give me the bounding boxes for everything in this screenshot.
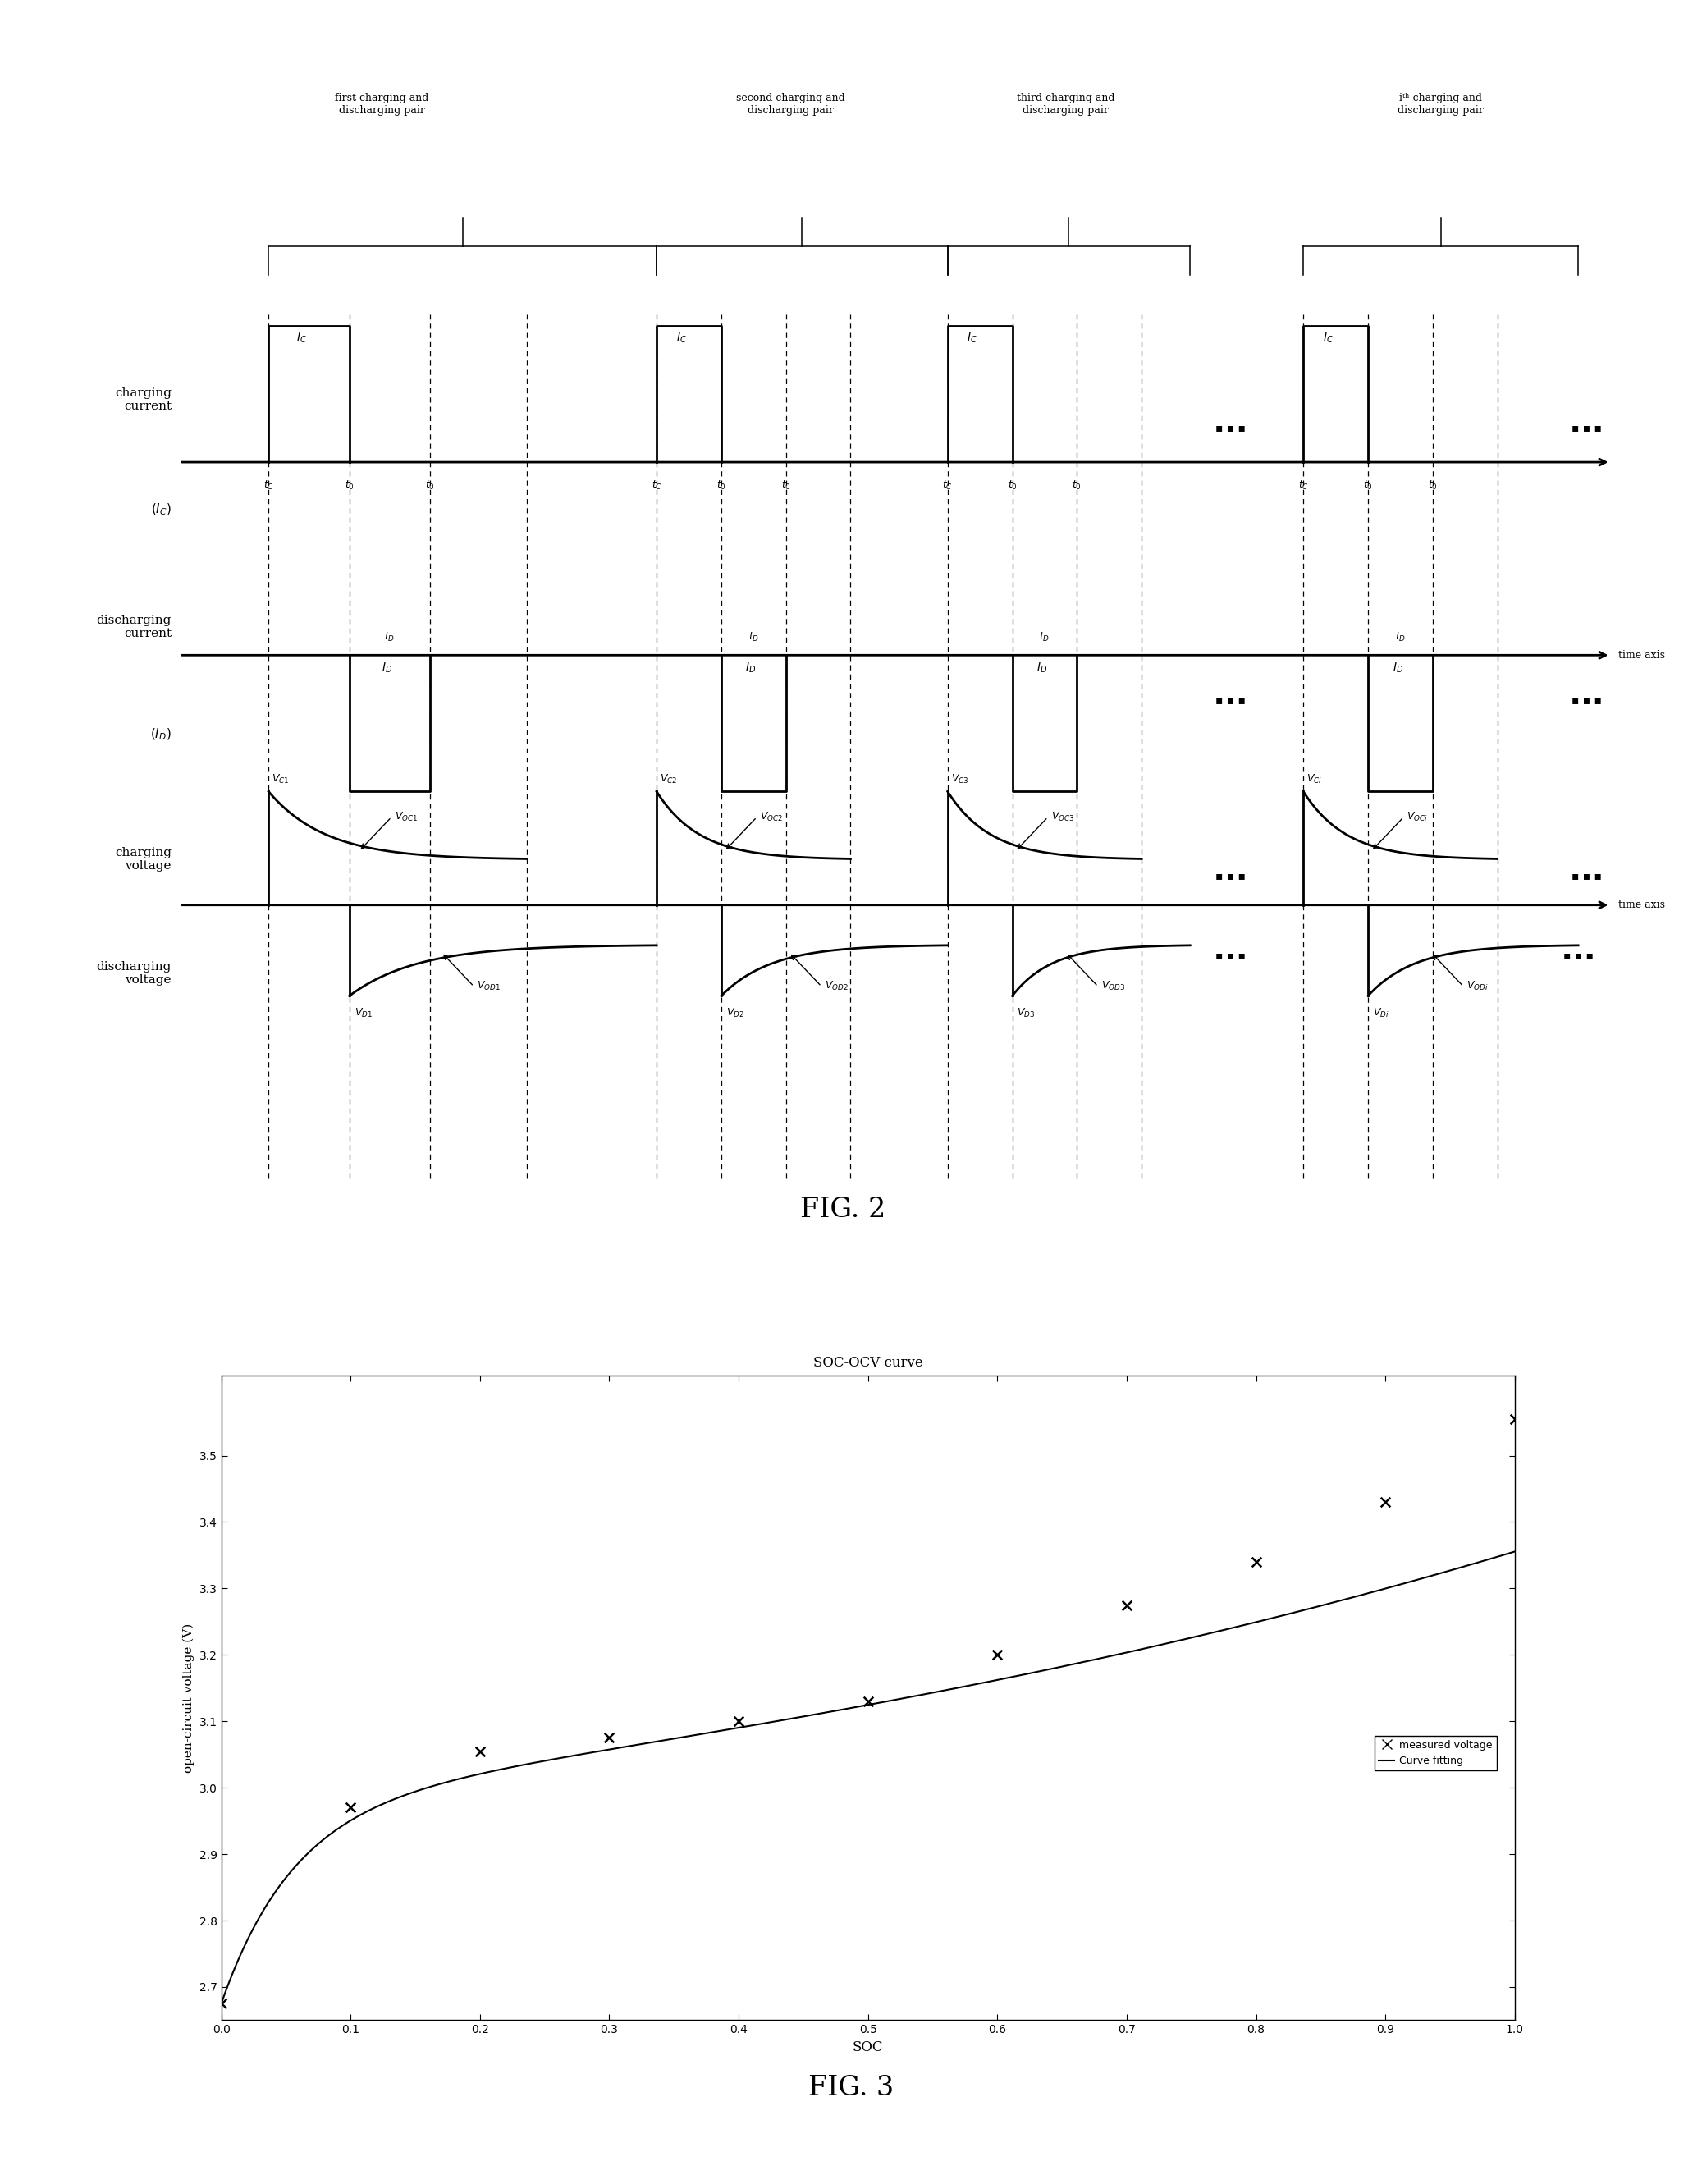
Text: ▪ ▪ ▪: ▪ ▪ ▪ [1571, 871, 1602, 882]
Legend: measured voltage, Curve fitting: measured voltage, Curve fitting [1375, 1736, 1496, 1771]
Text: first charging and
discharging pair: first charging and discharging pair [335, 92, 429, 116]
Point [1372, 1485, 1399, 1520]
Text: ▪ ▪ ▪: ▪ ▪ ▪ [1571, 422, 1602, 435]
Text: $V_{OCi}$: $V_{OCi}$ [1408, 810, 1428, 823]
Title: SOC-OCV curve: SOC-OCV curve [814, 1356, 922, 1369]
Text: charging
current: charging current [114, 387, 172, 413]
Text: $V_{C2}$: $V_{C2}$ [660, 773, 677, 786]
Text: $t_C$: $t_C$ [943, 478, 953, 491]
Text: $I_C$: $I_C$ [1322, 332, 1333, 345]
Text: $I_D$: $I_D$ [1037, 662, 1047, 675]
Text: $V_{ODi}$: $V_{ODi}$ [1467, 981, 1489, 994]
Text: ▪ ▪ ▪: ▪ ▪ ▪ [1215, 695, 1246, 705]
Text: discharging
current: discharging current [97, 614, 172, 640]
Text: FIG. 3: FIG. 3 [808, 2075, 894, 2101]
Text: $I_D$: $I_D$ [381, 662, 393, 675]
Text: $t_0$: $t_0$ [1428, 478, 1438, 491]
Text: $V_{OD3}$: $V_{OD3}$ [1101, 981, 1125, 994]
Y-axis label: open-circuit voltage (V): open-circuit voltage (V) [182, 1623, 194, 1773]
Text: third charging and
discharging pair: third charging and discharging pair [1016, 92, 1115, 116]
Text: $I_C$: $I_C$ [296, 332, 306, 345]
Text: ▪ ▪ ▪: ▪ ▪ ▪ [1571, 695, 1602, 705]
Point [1501, 1402, 1528, 1437]
Text: ▪ ▪ ▪: ▪ ▪ ▪ [1215, 871, 1246, 882]
Text: $V_{D3}$: $V_{D3}$ [1018, 1007, 1035, 1020]
Text: second charging and
discharging pair: second charging and discharging pair [737, 92, 846, 116]
Text: $t_0$: $t_0$ [717, 478, 727, 491]
Text: ▪ ▪ ▪: ▪ ▪ ▪ [1562, 950, 1593, 961]
Text: $I_D$: $I_D$ [1392, 662, 1402, 675]
X-axis label: SOC: SOC [853, 2040, 883, 2055]
Text: $t_C$: $t_C$ [264, 478, 274, 491]
Text: $t_C$: $t_C$ [1299, 478, 1309, 491]
Text: $V_{OD2}$: $V_{OD2}$ [825, 981, 848, 994]
Point [1242, 1544, 1270, 1579]
Text: $V_{D1}$: $V_{D1}$ [354, 1007, 373, 1020]
Text: $I_C$: $I_C$ [967, 332, 977, 345]
Text: $t_0$: $t_0$ [1072, 478, 1082, 491]
Text: $V_{Ci}$: $V_{Ci}$ [1307, 773, 1322, 786]
Text: $I_C$: $I_C$ [676, 332, 686, 345]
Text: $I_D$: $I_D$ [745, 662, 756, 675]
Text: time axis: time axis [1619, 651, 1665, 660]
Text: $t_C$: $t_C$ [652, 478, 662, 491]
Point [208, 1985, 235, 2020]
Text: $V_{OD1}$: $V_{OD1}$ [477, 981, 500, 994]
Point [596, 1721, 623, 1756]
Text: $t_0$: $t_0$ [426, 478, 436, 491]
Text: ▪ ▪ ▪: ▪ ▪ ▪ [1215, 950, 1246, 961]
Text: $V_{C3}$: $V_{C3}$ [951, 773, 968, 786]
Point [337, 1791, 364, 1826]
Point [854, 1684, 882, 1719]
Text: $t_D$: $t_D$ [749, 631, 759, 644]
Text: ▪ ▪ ▪: ▪ ▪ ▪ [1215, 422, 1246, 435]
Text: $t_D$: $t_D$ [385, 631, 395, 644]
Point [725, 1704, 752, 1738]
Text: $t_0$: $t_0$ [781, 478, 791, 491]
Text: $t_0$: $t_0$ [1363, 478, 1374, 491]
Point [984, 1638, 1011, 1673]
Text: FIG. 2: FIG. 2 [800, 1197, 885, 1223]
Text: $V_{Di}$: $V_{Di}$ [1374, 1007, 1389, 1020]
Text: discharging
voltage: discharging voltage [97, 961, 172, 985]
Text: $t_D$: $t_D$ [1396, 631, 1406, 644]
Text: charging
voltage: charging voltage [114, 847, 172, 871]
Text: $V_{OC3}$: $V_{OC3}$ [1052, 810, 1074, 823]
Point [466, 1734, 494, 1769]
Text: iᵗʰ charging and
discharging pair: iᵗʰ charging and discharging pair [1397, 92, 1484, 116]
Text: $V_{OC1}$: $V_{OC1}$ [395, 810, 417, 823]
Text: $t_0$: $t_0$ [1008, 478, 1018, 491]
Text: $V_{OC2}$: $V_{OC2}$ [761, 810, 783, 823]
Text: $V_{C1}$: $V_{C1}$ [272, 773, 289, 786]
Text: time axis: time axis [1619, 900, 1665, 911]
Text: $t_0$: $t_0$ [344, 478, 354, 491]
Point [1113, 1588, 1140, 1623]
Text: $V_{D2}$: $V_{D2}$ [727, 1007, 744, 1020]
Text: $(I_D)$: $(I_D)$ [150, 727, 172, 743]
Text: $(I_C)$: $(I_C)$ [151, 502, 172, 518]
Text: $t_D$: $t_D$ [1040, 631, 1050, 644]
